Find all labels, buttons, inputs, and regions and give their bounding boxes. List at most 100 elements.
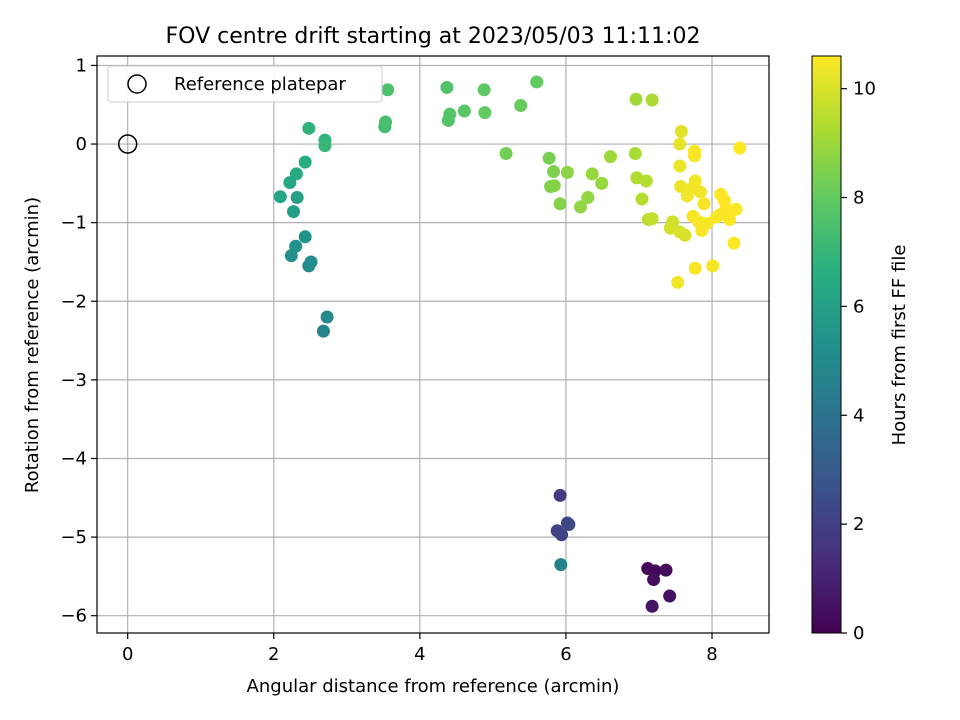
data-point (647, 573, 661, 587)
data-point (514, 99, 528, 113)
data-point (645, 599, 659, 613)
data-point (547, 179, 561, 193)
grid-lines (97, 56, 769, 633)
data-point (733, 141, 747, 155)
data-point (678, 228, 692, 242)
colorbar-label: Hours from first FF file (889, 245, 910, 446)
data-point (585, 167, 599, 181)
x-tick-label: 4 (414, 644, 425, 665)
legend: Reference platepar (107, 65, 383, 103)
data-point (645, 212, 659, 226)
colorbar-tick-label: 6 (853, 296, 864, 317)
scatter-points (273, 75, 747, 613)
data-point (727, 236, 741, 250)
data-point (560, 165, 574, 179)
colorbar-tick-label: 2 (853, 514, 864, 535)
data-point (673, 159, 687, 173)
plot-frame (96, 55, 770, 634)
data-point (706, 259, 720, 273)
x-tick-label: 6 (560, 644, 571, 665)
data-point (554, 558, 568, 572)
data-point (628, 146, 642, 160)
data-point (673, 137, 687, 151)
data-point (286, 205, 300, 219)
data-point (478, 106, 492, 120)
data-point (530, 75, 544, 89)
data-point (723, 213, 737, 227)
y-tick-label: 0 (76, 134, 87, 155)
colorbar-tick-label: 4 (853, 405, 864, 426)
x-axis-label: Angular distance from reference (arcmin) (247, 676, 620, 697)
legend-marker (127, 74, 147, 94)
data-point (477, 83, 491, 97)
data-point (695, 224, 709, 238)
data-point (693, 185, 707, 199)
data-point (443, 107, 457, 121)
data-point (663, 589, 677, 603)
y-tick-label: −6 (60, 606, 87, 627)
data-point (457, 104, 471, 118)
data-point (542, 151, 556, 165)
y-tick-label: 1 (76, 55, 87, 76)
data-point (298, 230, 312, 244)
legend-box (107, 65, 383, 103)
colorbar-tick-label: 0 (853, 623, 864, 644)
data-point (289, 167, 303, 181)
data-point (555, 528, 569, 542)
data-point (553, 197, 567, 211)
x-tick-label: 0 (122, 644, 133, 665)
colorbar-ticks: 0 2 4 6 8 10 (841, 79, 876, 644)
x-tick-label: 8 (706, 644, 717, 665)
y-axis-ticks: 1 0 −1 −2 −3 −4 −5 −6 (60, 55, 97, 627)
x-axis-ticks: 0 2 4 6 8 (122, 633, 718, 665)
data-point (318, 139, 332, 153)
data-point (688, 174, 702, 188)
data-point (688, 261, 702, 275)
x-tick-label: 2 (268, 644, 279, 665)
data-point (381, 83, 395, 97)
data-point (562, 518, 576, 532)
data-point (635, 192, 649, 206)
data-point (671, 275, 685, 289)
data-point (320, 310, 334, 324)
data-point (595, 176, 609, 190)
data-point (298, 155, 312, 169)
data-point (574, 200, 588, 214)
data-point (659, 563, 673, 577)
data-point (499, 146, 513, 160)
data-point (687, 149, 701, 163)
data-point (729, 202, 743, 216)
data-point (547, 165, 561, 179)
y-tick-label: −5 (60, 527, 87, 548)
reference-platepar-marker (117, 134, 138, 154)
data-point (289, 239, 303, 253)
legend-label: Reference platepar (174, 74, 346, 95)
data-point (639, 174, 653, 188)
data-point (379, 115, 393, 129)
data-point (674, 124, 688, 138)
data-point (273, 190, 287, 204)
y-tick-label: −1 (60, 213, 87, 234)
data-point (440, 80, 454, 94)
data-point (290, 190, 304, 204)
data-point (553, 488, 567, 502)
data-point (603, 150, 617, 164)
y-tick-label: −2 (60, 291, 87, 312)
y-tick-label: −3 (60, 370, 87, 391)
colorbar: 0 2 4 6 8 10 Hours from first FF file (811, 55, 910, 644)
colorbar-tick-label: 10 (853, 79, 876, 100)
colorbar-gradient (811, 55, 842, 634)
data-point (302, 121, 316, 135)
data-point (697, 197, 711, 211)
y-tick-label: −4 (60, 448, 87, 469)
data-point (304, 255, 318, 269)
data-point (629, 92, 643, 106)
data-point (645, 93, 659, 107)
y-axis-label: Rotation from reference (arcmin) (22, 197, 43, 493)
data-point (581, 190, 595, 204)
data-point (719, 202, 733, 216)
chart-title: FOV centre drift starting at 2023/05/03 … (166, 24, 701, 49)
data-point (316, 324, 330, 338)
colorbar-tick-label: 8 (853, 188, 864, 209)
